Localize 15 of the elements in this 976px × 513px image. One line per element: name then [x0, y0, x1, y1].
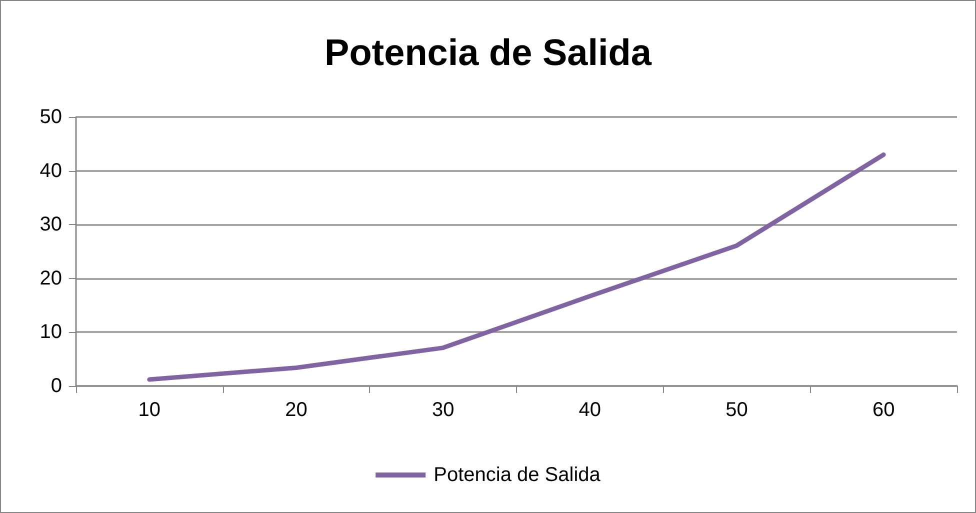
- y-tick-label: 0: [50, 375, 62, 397]
- x-tick-label: 50: [726, 399, 748, 421]
- x-tick-label: 30: [432, 399, 454, 421]
- x-tick-label: 60: [872, 399, 895, 421]
- legend-label: Potencia de Salida: [434, 464, 602, 486]
- y-tick-label: 40: [40, 160, 62, 182]
- y-tick-label: 30: [40, 214, 62, 236]
- y-tick-label: 20: [40, 267, 62, 290]
- x-tick-label: 40: [578, 399, 602, 421]
- line-series: [147, 152, 886, 382]
- chart-title: Potencia de Salida: [324, 32, 652, 73]
- y-tick-label: 50: [40, 106, 62, 128]
- x-tick-label: 20: [285, 399, 308, 421]
- x-tick-label: 10: [138, 399, 161, 421]
- y-tick-label: 10: [40, 321, 62, 344]
